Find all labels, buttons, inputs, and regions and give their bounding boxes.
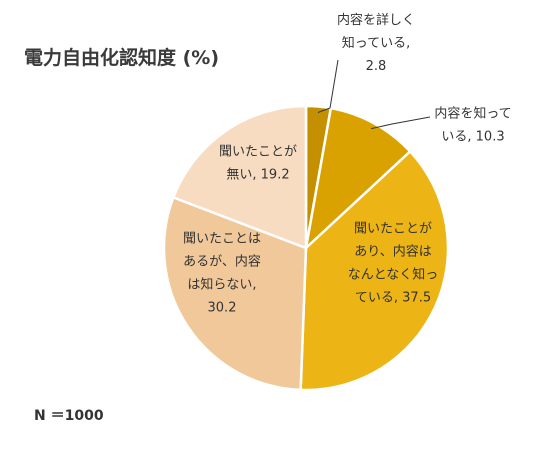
chart-title: 電力自由化認知度 (%) bbox=[24, 46, 219, 69]
slice-label-line: 聞いたことが bbox=[354, 222, 432, 237]
slice-label-line: は知らない, bbox=[187, 277, 256, 293]
slice-label-line: 聞いたことは bbox=[183, 232, 261, 247]
slice-label-line: 2.8 bbox=[366, 59, 387, 74]
slice-label-4: 聞いたことはあるが、内容は知らない, 30.2 bbox=[183, 232, 261, 316]
slice-label-line: なんとなく知っ bbox=[348, 267, 439, 283]
leader-line-2 bbox=[371, 116, 431, 130]
pie-slice-4 bbox=[162, 195, 308, 392]
slice-label-3: 聞いたことがあり、内容はなんとなく知っている, 37.5 bbox=[348, 222, 439, 306]
slice-label-2: 内容を知っている, 10.3 bbox=[434, 106, 511, 145]
leader-line-1 bbox=[317, 59, 339, 113]
slice-label-line: 内容を詳しく bbox=[337, 12, 415, 28]
slice-label-line: あり、内容は bbox=[354, 244, 431, 260]
pie-slice-3 bbox=[299, 149, 450, 392]
slice-label-line: いる, 10.3 bbox=[441, 130, 504, 145]
pie-slice-2 bbox=[304, 106, 412, 252]
pie-slice-5 bbox=[171, 104, 308, 250]
slice-label-line: 聞いたことが bbox=[219, 145, 297, 160]
sample-size-note: N ＝1000 bbox=[34, 408, 104, 424]
pie-slices bbox=[162, 104, 450, 392]
slice-label-line: 無い, 19.2 bbox=[226, 168, 289, 183]
slice-label-5: 聞いたことが無い, 19.2 bbox=[219, 145, 297, 183]
slice-label-line: 知っている, bbox=[342, 35, 410, 51]
leader-lines bbox=[317, 59, 431, 130]
slice-label-line: ている, 37.5 bbox=[355, 291, 431, 306]
slice-label-1: 内容を詳しく知っている, 2.8 bbox=[337, 12, 415, 74]
slice-label-line: 30.2 bbox=[208, 301, 237, 316]
slice-label-line: あるが、内容 bbox=[183, 254, 261, 270]
slice-label-line: 内容を知って bbox=[434, 106, 511, 122]
